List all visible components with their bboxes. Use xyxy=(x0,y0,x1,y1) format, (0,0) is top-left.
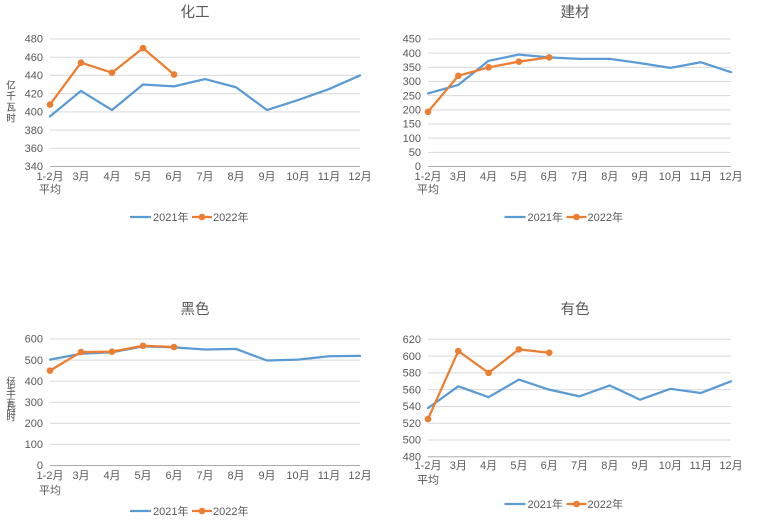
svg-text:3月: 3月 xyxy=(450,460,467,472)
svg-text:2021年: 2021年 xyxy=(153,210,188,224)
svg-text:200: 200 xyxy=(25,418,43,430)
svg-text:440: 440 xyxy=(25,70,43,82)
svg-text:10月: 10月 xyxy=(286,470,309,482)
svg-text:有色: 有色 xyxy=(561,301,590,318)
svg-text:1-2月: 1-2月 xyxy=(37,171,64,183)
svg-text:5月: 5月 xyxy=(510,460,527,472)
svg-text:千: 千 xyxy=(6,92,16,103)
svg-text:200: 200 xyxy=(403,105,421,117)
svg-text:千: 千 xyxy=(6,388,16,399)
svg-text:12月: 12月 xyxy=(348,171,371,183)
svg-text:7月: 7月 xyxy=(196,171,213,183)
svg-text:480: 480 xyxy=(25,34,43,46)
svg-text:5月: 5月 xyxy=(134,171,151,183)
svg-text:化工: 化工 xyxy=(181,4,210,21)
svg-text:620: 620 xyxy=(403,334,421,346)
svg-text:250: 250 xyxy=(403,90,421,102)
svg-text:520: 520 xyxy=(403,418,421,430)
svg-text:4月: 4月 xyxy=(103,470,120,482)
svg-text:瓦: 瓦 xyxy=(6,103,16,114)
svg-text:8月: 8月 xyxy=(227,171,244,183)
svg-text:瓦: 瓦 xyxy=(6,399,16,410)
svg-text:7月: 7月 xyxy=(196,470,213,482)
svg-text:平均: 平均 xyxy=(39,183,61,196)
svg-text:350: 350 xyxy=(403,62,421,74)
svg-text:2022年: 2022年 xyxy=(588,210,623,224)
svg-text:100: 100 xyxy=(403,133,421,145)
svg-text:黑色: 黑色 xyxy=(181,301,210,318)
svg-text:380: 380 xyxy=(25,125,43,137)
svg-text:平均: 平均 xyxy=(417,474,439,487)
svg-text:11月: 11月 xyxy=(689,171,711,183)
svg-text:1-2月: 1-2月 xyxy=(415,460,442,472)
svg-text:3月: 3月 xyxy=(450,171,467,183)
svg-text:300: 300 xyxy=(403,76,421,88)
svg-text:7月: 7月 xyxy=(571,171,588,183)
svg-text:420: 420 xyxy=(25,88,43,100)
svg-text:360: 360 xyxy=(25,143,43,155)
svg-text:亿: 亿 xyxy=(6,376,16,388)
svg-text:6月: 6月 xyxy=(541,460,558,472)
svg-text:11月: 11月 xyxy=(318,470,340,482)
svg-text:150: 150 xyxy=(403,119,421,131)
svg-text:10月: 10月 xyxy=(659,171,682,183)
svg-text:8月: 8月 xyxy=(227,470,244,482)
svg-text:4月: 4月 xyxy=(103,171,120,183)
svg-text:2021年: 2021年 xyxy=(528,497,563,511)
svg-text:6月: 6月 xyxy=(541,171,558,183)
svg-text:5月: 5月 xyxy=(510,171,527,183)
svg-text:平均: 平均 xyxy=(417,183,439,196)
svg-text:2022年: 2022年 xyxy=(588,497,623,511)
svg-text:7月: 7月 xyxy=(571,460,588,472)
svg-text:11月: 11月 xyxy=(318,171,340,183)
svg-text:建材: 建材 xyxy=(561,4,590,21)
svg-text:580: 580 xyxy=(403,368,421,380)
svg-text:9月: 9月 xyxy=(632,171,649,183)
svg-text:540: 540 xyxy=(403,401,421,413)
svg-text:400: 400 xyxy=(25,376,43,388)
svg-text:8月: 8月 xyxy=(601,171,618,183)
svg-text:460: 460 xyxy=(25,52,43,64)
svg-text:2022年: 2022年 xyxy=(213,210,248,224)
svg-text:5月: 5月 xyxy=(134,470,151,482)
svg-text:600: 600 xyxy=(25,334,43,346)
svg-text:4月: 4月 xyxy=(480,460,497,472)
svg-text:1-2月: 1-2月 xyxy=(37,470,64,482)
svg-text:2022年: 2022年 xyxy=(213,504,248,518)
svg-text:2021年: 2021年 xyxy=(528,210,563,224)
svg-text:10月: 10月 xyxy=(286,171,309,183)
svg-text:9月: 9月 xyxy=(632,460,649,472)
svg-text:50: 50 xyxy=(409,147,421,159)
svg-text:11月: 11月 xyxy=(689,460,711,472)
svg-text:平均: 平均 xyxy=(39,484,61,497)
svg-text:500: 500 xyxy=(403,435,421,447)
svg-text:300: 300 xyxy=(25,397,43,409)
svg-text:600: 600 xyxy=(403,351,421,363)
svg-text:12月: 12月 xyxy=(348,470,371,482)
svg-text:亿: 亿 xyxy=(6,80,16,92)
svg-text:400: 400 xyxy=(25,107,43,119)
svg-text:6月: 6月 xyxy=(165,171,182,183)
svg-text:9月: 9月 xyxy=(258,171,275,183)
svg-text:2021年: 2021年 xyxy=(153,504,188,518)
svg-text:3月: 3月 xyxy=(72,470,89,482)
svg-text:9月: 9月 xyxy=(258,470,275,482)
svg-text:时: 时 xyxy=(6,409,16,421)
svg-text:时: 时 xyxy=(6,113,16,125)
svg-text:400: 400 xyxy=(403,48,421,60)
svg-text:6月: 6月 xyxy=(165,470,182,482)
svg-text:10月: 10月 xyxy=(659,460,682,472)
svg-text:4月: 4月 xyxy=(480,171,497,183)
svg-text:8月: 8月 xyxy=(601,460,618,472)
svg-text:100: 100 xyxy=(25,439,43,451)
svg-text:450: 450 xyxy=(403,34,421,46)
svg-text:500: 500 xyxy=(25,355,43,367)
svg-text:1-2月: 1-2月 xyxy=(415,171,442,183)
svg-text:12月: 12月 xyxy=(719,460,742,472)
svg-text:560: 560 xyxy=(403,384,421,396)
svg-text:3月: 3月 xyxy=(72,171,89,183)
svg-text:12月: 12月 xyxy=(719,171,742,183)
